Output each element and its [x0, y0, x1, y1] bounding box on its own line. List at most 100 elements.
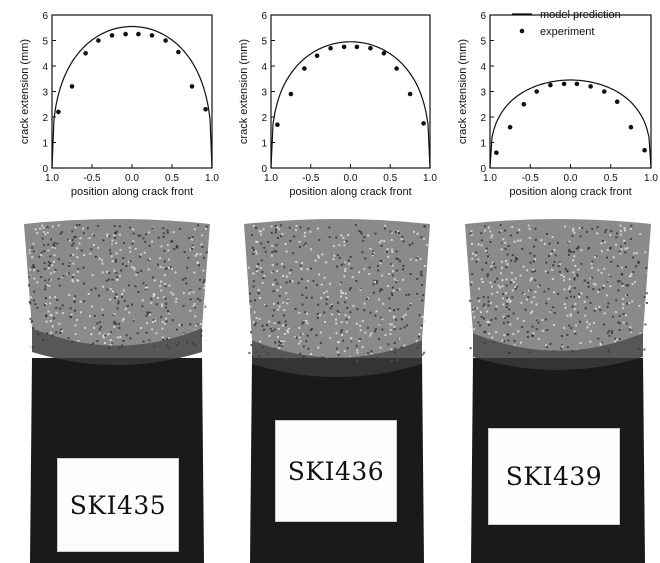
texture-speck [271, 251, 274, 254]
texture-speck [571, 305, 574, 308]
texture-speck [91, 274, 94, 277]
texture-speck [270, 225, 273, 228]
texture-speck [119, 248, 122, 251]
texture-speck [574, 264, 577, 267]
texture-speck [615, 236, 618, 239]
texture-speck [562, 275, 565, 278]
texture-speck [104, 342, 106, 344]
texture-speck [46, 284, 49, 287]
texture-speck [400, 346, 403, 349]
texture-speck [515, 284, 518, 287]
texture-speck [528, 237, 531, 240]
texture-speck [72, 262, 75, 265]
texture-speck [102, 336, 105, 339]
texture-speck [336, 310, 339, 313]
texture-speck [107, 333, 109, 336]
x-tick-label: 1.0 [264, 173, 278, 184]
texture-speck [137, 234, 140, 237]
texture-speck [44, 288, 47, 291]
texture-speck [256, 265, 259, 268]
texture-speck [191, 244, 194, 247]
texture-speck [260, 233, 263, 236]
experiment-point [203, 107, 208, 112]
texture-speck [537, 285, 540, 288]
texture-speck [518, 228, 521, 231]
texture-speck [533, 296, 536, 299]
texture-speck [375, 310, 378, 313]
texture-speck [637, 260, 640, 263]
texture-speck [42, 226, 45, 229]
texture-speck [110, 243, 113, 246]
texture-speck [131, 266, 134, 269]
texture-speck [255, 226, 257, 229]
texture-speck [568, 278, 571, 281]
texture-speck [269, 327, 272, 330]
texture-speck [395, 281, 398, 283]
texture-speck [621, 285, 624, 287]
texture-speck [471, 273, 474, 276]
texture-speck [253, 324, 256, 327]
texture-speck [261, 324, 264, 327]
texture-speck [619, 245, 622, 248]
texture-speck [608, 329, 611, 332]
texture-speck [403, 344, 406, 347]
texture-speck [57, 258, 60, 261]
texture-speck [526, 335, 529, 338]
texture-speck [204, 283, 206, 286]
texture-speck [583, 300, 586, 303]
texture-speck [573, 255, 576, 258]
texture-speck [499, 230, 502, 233]
texture-speck [402, 240, 405, 243]
texture-speck [42, 232, 45, 235]
texture-speck [265, 304, 268, 307]
texture-speck [409, 273, 412, 275]
texture-speck [74, 309, 76, 312]
texture-speck [53, 254, 56, 257]
texture-speck [480, 244, 483, 247]
texture-speck [363, 309, 366, 312]
texture-speck [272, 283, 275, 286]
texture-speck [298, 342, 301, 345]
specimen-label-2: SKI436 [287, 456, 385, 486]
texture-speck [56, 242, 59, 245]
texture-speck [484, 249, 487, 252]
texture-speck [311, 327, 313, 330]
texture-speck [271, 330, 274, 333]
texture-speck [101, 259, 104, 262]
texture-speck [303, 244, 306, 247]
texture-speck [264, 303, 267, 306]
texture-speck [122, 257, 125, 259]
texture-speck [329, 307, 332, 310]
texture-speck [338, 312, 341, 315]
texture-speck [573, 330, 576, 333]
experiment-point [368, 45, 373, 51]
texture-speck [561, 345, 564, 348]
texture-speck [28, 345, 31, 348]
texture-speck [583, 279, 586, 282]
texture-speck [409, 302, 412, 305]
texture-speck [62, 312, 65, 315]
texture-speck [346, 347, 349, 350]
texture-speck [421, 299, 424, 302]
texture-speck [470, 230, 473, 233]
texture-speck [145, 331, 148, 334]
texture-speck [609, 285, 612, 288]
texture-speck [494, 266, 497, 269]
texture-speck [164, 297, 167, 300]
texture-speck [115, 230, 118, 233]
texture-speck [607, 302, 610, 305]
texture-speck [129, 250, 132, 253]
texture-speck [379, 260, 382, 263]
texture-speck [574, 332, 577, 335]
texture-speck [92, 244, 95, 246]
texture-speck [473, 307, 476, 310]
texture-speck [278, 340, 281, 343]
texture-speck [505, 284, 508, 287]
texture-speck [293, 235, 296, 238]
texture-speck [616, 232, 618, 235]
texture-speck [163, 322, 166, 325]
texture-speck [97, 224, 100, 227]
texture-speck [162, 227, 165, 230]
texture-speck [49, 302, 52, 305]
texture-speck [170, 291, 173, 294]
